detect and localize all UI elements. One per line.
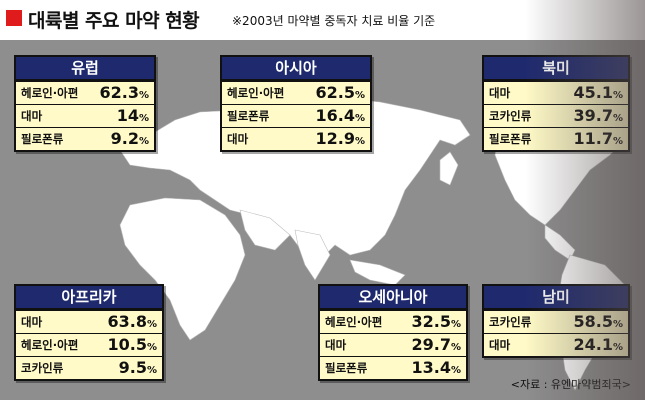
drug-value: 62.5% <box>315 83 365 102</box>
drug-value: 12.9% <box>315 129 365 148</box>
header: 대륙별 주요 마약 현황 ※2003년 마약별 중독자 치료 비율 기준 <box>0 0 645 40</box>
drug-value: 62.3% <box>99 83 149 102</box>
drug-label: 코카인류 <box>489 109 532 123</box>
drug-value: 9.5% <box>118 358 157 377</box>
drug-label: 필로폰류 <box>227 109 270 123</box>
drug-label: 헤로인·아편 <box>21 338 79 352</box>
region-row: 코카인류 9.5% <box>16 356 162 379</box>
region-row: 헤로인·아편 62.5% <box>222 81 370 104</box>
drug-value: 45.1% <box>573 83 623 102</box>
region-row: 필로폰류 13.4% <box>320 356 466 379</box>
region-row: 코카인류 58.5% <box>484 310 628 333</box>
page-subtitle: ※2003년 마약별 중독자 치료 비율 기준 <box>232 14 436 28</box>
region-row: 대마 63.8% <box>16 310 162 333</box>
region-title: 아프리카 <box>16 286 162 310</box>
drug-value: 14% <box>116 106 149 125</box>
drug-value: 16.4% <box>315 106 365 125</box>
region-title: 유럽 <box>16 57 154 81</box>
drug-label: 필로폰류 <box>325 361 368 375</box>
region-box-africa: 아프리카 대마 63.8% 헤로인·아편 10.5% 코카인류 9.5% <box>14 284 164 381</box>
region-row: 대마 24.1% <box>484 333 628 356</box>
drug-label: 대마 <box>489 338 511 352</box>
region-row: 대마 45.1% <box>484 81 628 104</box>
drug-label: 필로폰류 <box>21 132 64 146</box>
region-box-south-america: 남미 코카인류 58.5% 대마 24.1% <box>482 284 630 358</box>
drug-label: 헤로인·아편 <box>227 86 285 100</box>
region-row: 헤로인·아편 10.5% <box>16 333 162 356</box>
drug-value: 29.7% <box>411 335 461 354</box>
drug-value: 58.5% <box>573 312 623 331</box>
region-title: 남미 <box>484 286 628 310</box>
page-title: 대륙별 주요 마약 현황 <box>28 10 200 32</box>
region-row: 필로폰류 16.4% <box>222 104 370 127</box>
drug-label: 필로폰류 <box>489 132 532 146</box>
region-box-north-america: 북미 대마 45.1% 코카인류 39.7% 필로폰류 11.7% <box>482 55 630 152</box>
india-landmass <box>294 229 331 281</box>
region-row: 코카인류 39.7% <box>484 104 628 127</box>
drug-label: 대마 <box>227 132 249 146</box>
region-title: 오세아니아 <box>320 286 466 310</box>
drug-value: 9.2% <box>110 129 149 148</box>
arabia-landmass <box>239 209 291 251</box>
drug-value: 13.4% <box>411 358 461 377</box>
drug-label: 대마 <box>21 315 43 329</box>
drug-value: 11.7% <box>573 129 623 148</box>
japan-landmass <box>439 151 459 186</box>
drug-label: 대마 <box>489 86 511 100</box>
region-row: 대마 12.9% <box>222 127 370 150</box>
drug-label: 헤로인·아편 <box>325 315 383 329</box>
drug-value: 39.7% <box>573 106 623 125</box>
drug-value: 24.1% <box>573 335 623 354</box>
source-note: <자료 : 유엔마약범죄국> <box>510 378 631 391</box>
drug-label: 코카인류 <box>21 361 64 375</box>
africa-landmass <box>119 197 246 341</box>
region-row: 필로폰류 9.2% <box>16 127 154 150</box>
drug-value: 63.8% <box>107 312 157 331</box>
se-asia-islands <box>349 259 406 286</box>
central-america-landmass <box>544 224 576 261</box>
region-box-asia: 아시아 헤로인·아편 62.5% 필로폰류 16.4% 대마 12.9% <box>220 55 372 152</box>
region-row: 대마 14% <box>16 104 154 127</box>
drug-value: 32.5% <box>411 312 461 331</box>
region-row: 필로폰류 11.7% <box>484 127 628 150</box>
region-row: 대마 29.7% <box>320 333 466 356</box>
region-row: 헤로인·아편 32.5% <box>320 310 466 333</box>
drug-label: 대마 <box>325 338 347 352</box>
region-title: 북미 <box>484 57 628 81</box>
drug-label: 대마 <box>21 109 43 123</box>
drug-label: 코카인류 <box>489 315 532 329</box>
region-box-oceania: 오세아니아 헤로인·아편 32.5% 대마 29.7% 필로폰류 13.4% <box>318 284 468 381</box>
region-row: 헤로인·아편 62.3% <box>16 81 154 104</box>
drug-label: 헤로인·아편 <box>21 86 79 100</box>
drug-value: 10.5% <box>107 335 157 354</box>
title-marker-icon <box>6 10 22 26</box>
region-box-europe: 유럽 헤로인·아편 62.3% 대마 14% 필로폰류 9.2% <box>14 55 156 152</box>
region-title: 아시아 <box>222 57 370 81</box>
